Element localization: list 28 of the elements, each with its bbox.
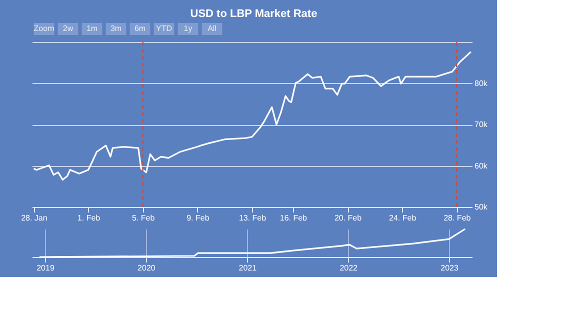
- text: Zoom: [34, 24, 55, 33]
- text: All: [208, 24, 217, 33]
- x-tick-label: 20. Feb: [334, 214, 362, 222]
- y-tick-label: 80k: [474, 78, 488, 88]
- x-tick-label: 28. Jan: [21, 214, 48, 222]
- x-tick-label: 5. Feb: [132, 214, 156, 222]
- y-tick-label: 70k: [474, 120, 488, 129]
- text: 3m: [110, 24, 122, 33]
- line-series: [32, 51, 472, 181]
- x-tick-label: 1. Feb: [77, 214, 101, 222]
- x-tick-label: 16. Feb: [280, 214, 308, 222]
- x-tick-label: 9. Feb: [186, 214, 210, 222]
- x-tick-label: 2022: [340, 264, 358, 272]
- y-tick-label: 50k: [474, 202, 488, 212]
- x-tick-label: 2023: [440, 264, 459, 272]
- text: YTD: [156, 24, 172, 33]
- x-tick-label: 2020: [138, 264, 156, 272]
- chart-title: USD to LBP Market Rate: [190, 8, 318, 20]
- text: 6m: [134, 24, 146, 33]
- x-tick-label: 13. Feb: [238, 214, 267, 222]
- x-tick-label: 24. Feb: [389, 214, 417, 222]
- x-tick-label: 28. Feb: [444, 214, 472, 222]
- y-tick-label: 60k: [474, 161, 488, 170]
- text: 1y: [184, 24, 192, 33]
- text: 2w: [62, 24, 74, 33]
- text: 1m: [86, 24, 98, 33]
- x-tick-label: 2019: [36, 264, 55, 272]
- x-tick-label: 2021: [238, 264, 258, 272]
